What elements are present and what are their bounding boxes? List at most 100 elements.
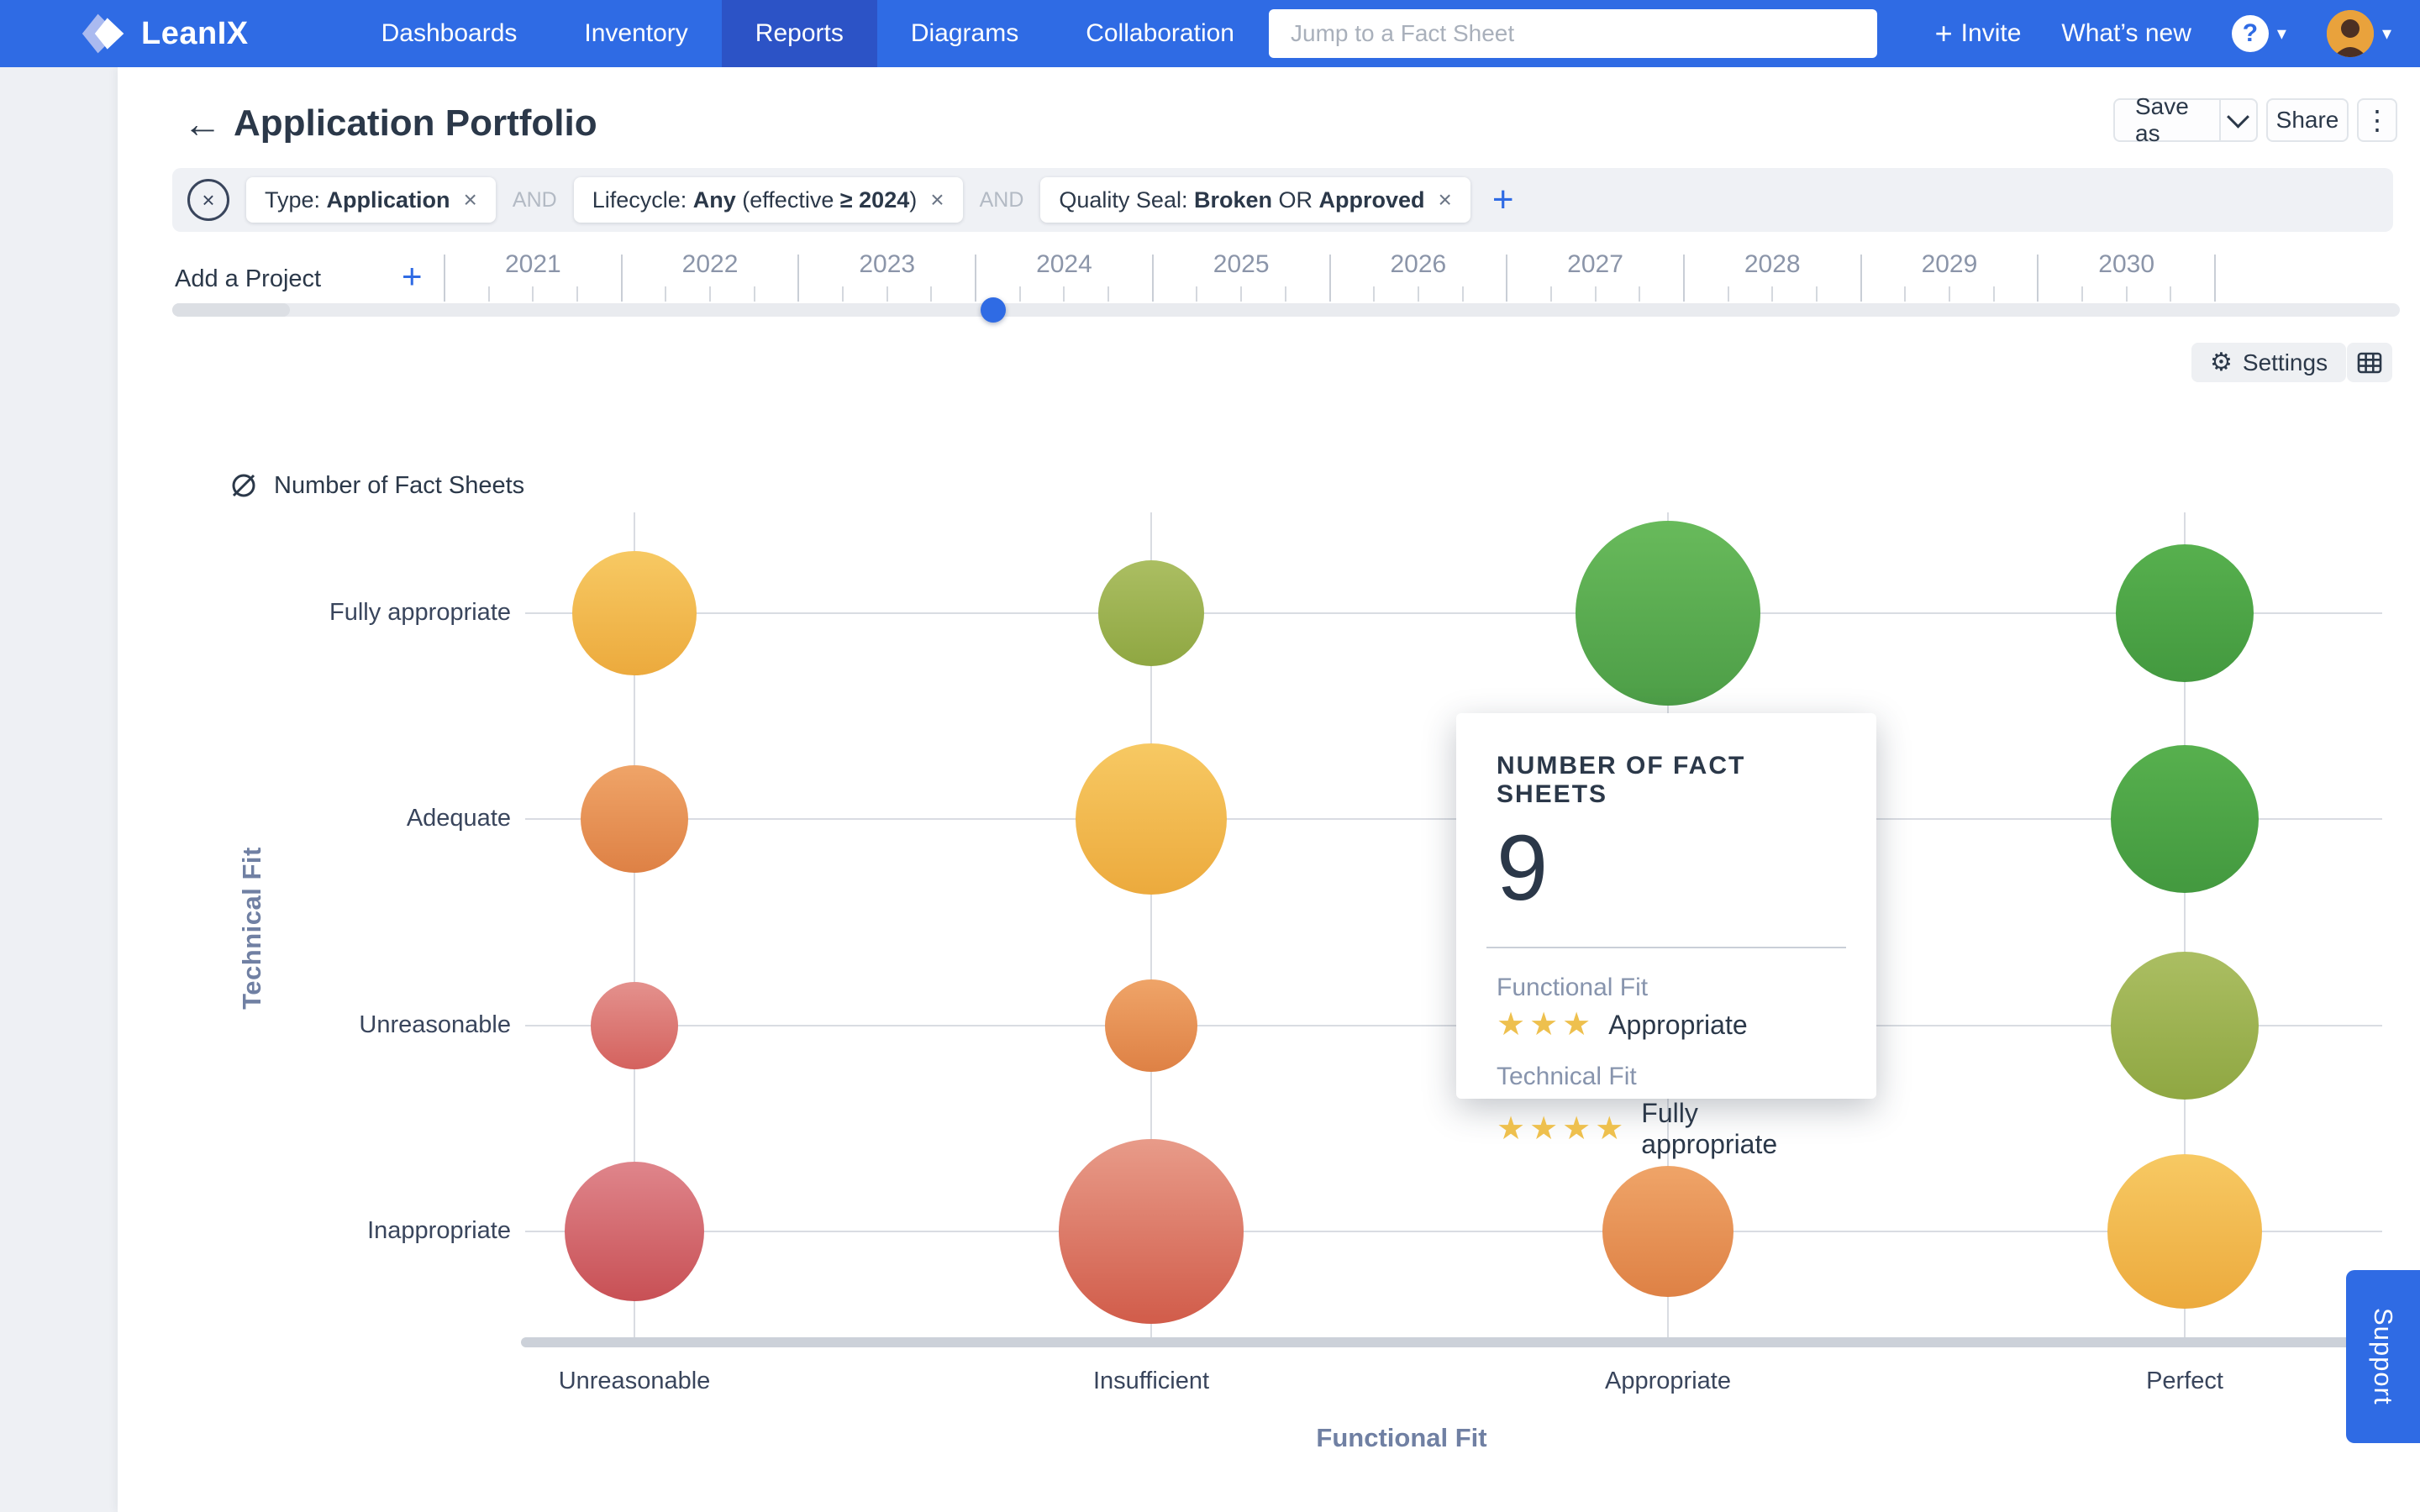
tooltip-rating-row: ★★★ Appropriate — [1497, 1009, 1836, 1041]
timeline-major-tick — [797, 255, 800, 302]
bubble[interactable] — [2111, 745, 2259, 894]
nav-item-reports[interactable]: Reports — [721, 0, 877, 67]
chip-text: Type: — [265, 186, 327, 213]
bubble[interactable] — [2111, 951, 2259, 1100]
timeline-quarter-tick — [930, 286, 933, 302]
chevron-down-icon: ▾ — [2381, 23, 2391, 44]
timeline-year-label: 2022 — [681, 250, 739, 278]
timeline-major-tick — [1151, 255, 1154, 302]
timeline-quarter-tick — [753, 286, 755, 302]
bubble[interactable] — [1076, 743, 1227, 895]
x-axis-label: Unreasonable — [558, 1368, 711, 1394]
x-axis-title: Functional Fit — [1316, 1423, 1487, 1452]
bubble[interactable] — [1098, 560, 1204, 666]
timeline-year-label: 2026 — [1390, 250, 1447, 278]
chip-text: ) — [909, 186, 918, 213]
whats-new-link[interactable]: What’s new — [2061, 19, 2191, 47]
timeline-quarter-tick — [487, 286, 490, 302]
add-project-button[interactable]: + — [402, 256, 423, 296]
search-input[interactable] — [1269, 9, 1877, 58]
nav-item-collaboration[interactable]: Collaboration — [1086, 19, 1234, 47]
timeline-quarter-tick — [1063, 286, 1065, 302]
leanix-logo[interactable]: LeanIX — [81, 10, 249, 57]
timeline-quarter-tick — [1196, 286, 1198, 302]
chip-text: Lifecycle: — [592, 186, 693, 213]
y-axis-label: Adequate — [406, 805, 511, 832]
timeline-quarter-tick — [2081, 286, 2083, 302]
timeline-quarter-tick — [1904, 286, 1907, 302]
add-project-label[interactable]: Add a Project — [175, 265, 322, 292]
add-filter-button[interactable]: + — [1491, 179, 1514, 220]
bubble[interactable] — [1105, 979, 1197, 1072]
y-axis-title: Technical Fit — [237, 847, 266, 1010]
filter-bar: × Type: Application × AND Lifecycle: Any (e… — [172, 168, 2393, 232]
bubble[interactable] — [2107, 1153, 2262, 1309]
settings-label: Settings — [2242, 349, 2328, 375]
filter-chip[interactable]: Type: Application × — [246, 177, 496, 223]
tooltip-title: NUMBER OF FACT SHEETS — [1497, 752, 1746, 808]
table-grid-icon — [2357, 352, 2382, 373]
chip-remove-icon[interactable]: × — [463, 186, 477, 213]
bubble[interactable] — [2116, 544, 2254, 682]
legend-label: Number of Fact Sheets — [274, 471, 525, 499]
gridline-vertical — [2184, 512, 2186, 1342]
bubble[interactable] — [572, 551, 697, 675]
timeline-year-label: 2028 — [1744, 250, 1801, 278]
tooltip-rating-row: ★★★★ Fully appropriate — [1497, 1098, 1836, 1160]
star-icons: ★★★★ — [1497, 1111, 1628, 1147]
timeline-quarter-tick — [1417, 286, 1419, 302]
avatar — [2326, 10, 2374, 57]
bubble[interactable] — [1576, 521, 1760, 706]
timeline-quarter-tick — [1107, 286, 1110, 302]
gridline-horizontal — [525, 1230, 2382, 1232]
timeline-quarter-tick — [1373, 286, 1376, 302]
bubble[interactable] — [1059, 1138, 1244, 1324]
nav-right-actions: + Invite What’s new ? ▾ ▾ — [1935, 0, 2391, 67]
more-options-button[interactable]: ⋮ — [2357, 98, 2397, 142]
timeline-quarter-tick — [709, 286, 712, 302]
bubble[interactable] — [565, 1161, 704, 1301]
top-nav-bar: LeanIX Dashboards Inventory Reports Diagram… — [0, 0, 2420, 67]
filter-joiner: AND — [979, 187, 1024, 212]
table-view-button[interactable] — [2347, 343, 2392, 382]
bubble[interactable] — [581, 765, 688, 874]
timeline-quarter-tick — [1771, 286, 1774, 302]
bubble[interactable] — [591, 981, 678, 1069]
help-icon: ? — [2231, 15, 2269, 52]
diameter-icon — [232, 474, 255, 497]
chip-remove-icon[interactable]: × — [930, 186, 944, 213]
share-button[interactable]: Share — [2266, 98, 2349, 142]
nav-item-dashboards[interactable]: Dashboards — [381, 19, 518, 47]
invite-button[interactable]: + Invite — [1935, 18, 2022, 49]
settings-button[interactable]: ⚙ Settings — [2191, 343, 2347, 382]
chip-text: Quality Seal: — [1059, 186, 1194, 213]
filter-chip[interactable]: Quality Seal: Broken OR Approved × — [1040, 177, 1470, 223]
save-as-dropdown[interactable] — [2218, 100, 2256, 140]
support-tab[interactable]: Support — [2346, 1270, 2420, 1443]
bubble-size-legend: Number of Fact Sheets — [229, 470, 524, 501]
timeline-year-label: 2023 — [859, 250, 916, 278]
user-menu[interactable]: ▾ — [2326, 10, 2391, 57]
timeline-quarter-tick — [1815, 286, 1818, 302]
bubble[interactable] — [1602, 1165, 1733, 1297]
timeline-major-tick — [2037, 255, 2039, 302]
help-menu[interactable]: ? ▾ — [2231, 15, 2286, 52]
clear-filters-button[interactable]: × — [187, 179, 229, 221]
filter-chip[interactable]: Lifecycle: Any (effective ≥ 2024) × — [573, 177, 963, 223]
nav-item-inventory[interactable]: Inventory — [584, 19, 688, 47]
timeline-major-tick — [1682, 255, 1685, 302]
timeline-quarter-tick — [1284, 286, 1286, 302]
chip-remove-icon[interactable]: × — [1438, 186, 1452, 213]
back-button[interactable]: ← — [183, 102, 222, 145]
page-title: Application Portfolio — [234, 102, 597, 144]
timeline-year-label: 2021 — [504, 250, 561, 278]
left-gutter — [0, 67, 118, 1512]
brand-name: LeanIX — [141, 15, 249, 51]
tooltip-sections: Functional Fit ★★★ Appropriate Technical Fi… — [1497, 974, 1836, 1160]
timeline-slider-handle[interactable] — [981, 297, 1007, 323]
invite-label: Invite — [1960, 19, 2022, 47]
filter-joiner: AND — [512, 187, 557, 212]
nav-item-diagrams[interactable]: Diagrams — [910, 19, 1019, 47]
save-as-button[interactable]: Save as — [2113, 93, 2258, 146]
